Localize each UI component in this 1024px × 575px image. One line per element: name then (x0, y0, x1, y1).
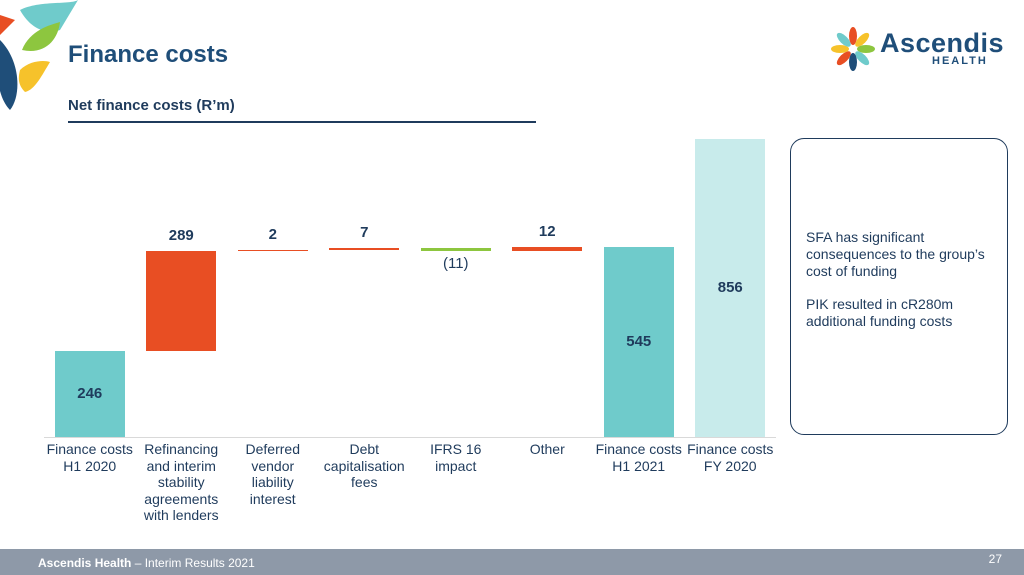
value-label: 12 (538, 223, 556, 241)
x-tick-label: Other (529, 441, 565, 457)
slide-title: Finance costs (68, 41, 229, 68)
bar (146, 250, 217, 352)
footer-report: – Interim Results 2021 (131, 556, 255, 570)
logo-mark (831, 27, 875, 71)
value-label: (11) (442, 255, 469, 273)
logo-name: Ascendis (880, 28, 1005, 58)
value-label: 289 (168, 226, 194, 244)
value-label: 7 (360, 223, 369, 241)
footer-bar (0, 549, 1024, 575)
bar (420, 247, 491, 252)
page-number: 27 (988, 552, 1002, 566)
subtitle-rule (68, 121, 536, 123)
x-tick-label: Finance costs H1 2020 (46, 441, 133, 474)
bar (603, 247, 674, 437)
corner-decoration (0, 0, 78, 110)
note-text: PIK resulted in cR280m additional fundin… (806, 296, 954, 329)
bar (329, 247, 400, 251)
chart-subtitle: Net finance costs (R’m) (68, 97, 235, 114)
bar (695, 139, 766, 437)
x-tick-label: Finance costs FY 2020 (687, 441, 774, 474)
bar (237, 250, 308, 251)
x-tick-label: Finance costs H1 2021 (595, 441, 682, 474)
x-tick-label: Deferred vendor liability interest (245, 441, 300, 507)
x-tick-label: Debt capitalisation fees (323, 441, 405, 490)
x-tick-label: Refinancing and interim stability agreem… (143, 441, 219, 523)
x-axis (44, 437, 776, 438)
x-tick-label: IFRS 16 impact (430, 441, 482, 474)
bar (512, 247, 583, 252)
note-box (790, 138, 1008, 435)
footer-text: Ascendis Health – Interim Results 2021 (38, 556, 255, 570)
value-label: 2 (268, 226, 277, 244)
chart: 246 Finance costs H1 2020 289 Refinancing a… (44, 139, 776, 523)
value-label: 545 (626, 333, 652, 351)
logo-tagline: HEALTH (932, 55, 988, 67)
footer-company: Ascendis Health (38, 556, 132, 570)
value-label: 856 (717, 279, 743, 296)
bar (54, 351, 125, 437)
value-label: 246 (77, 385, 103, 403)
note-text: SFA has significant consequences to the … (806, 229, 985, 279)
